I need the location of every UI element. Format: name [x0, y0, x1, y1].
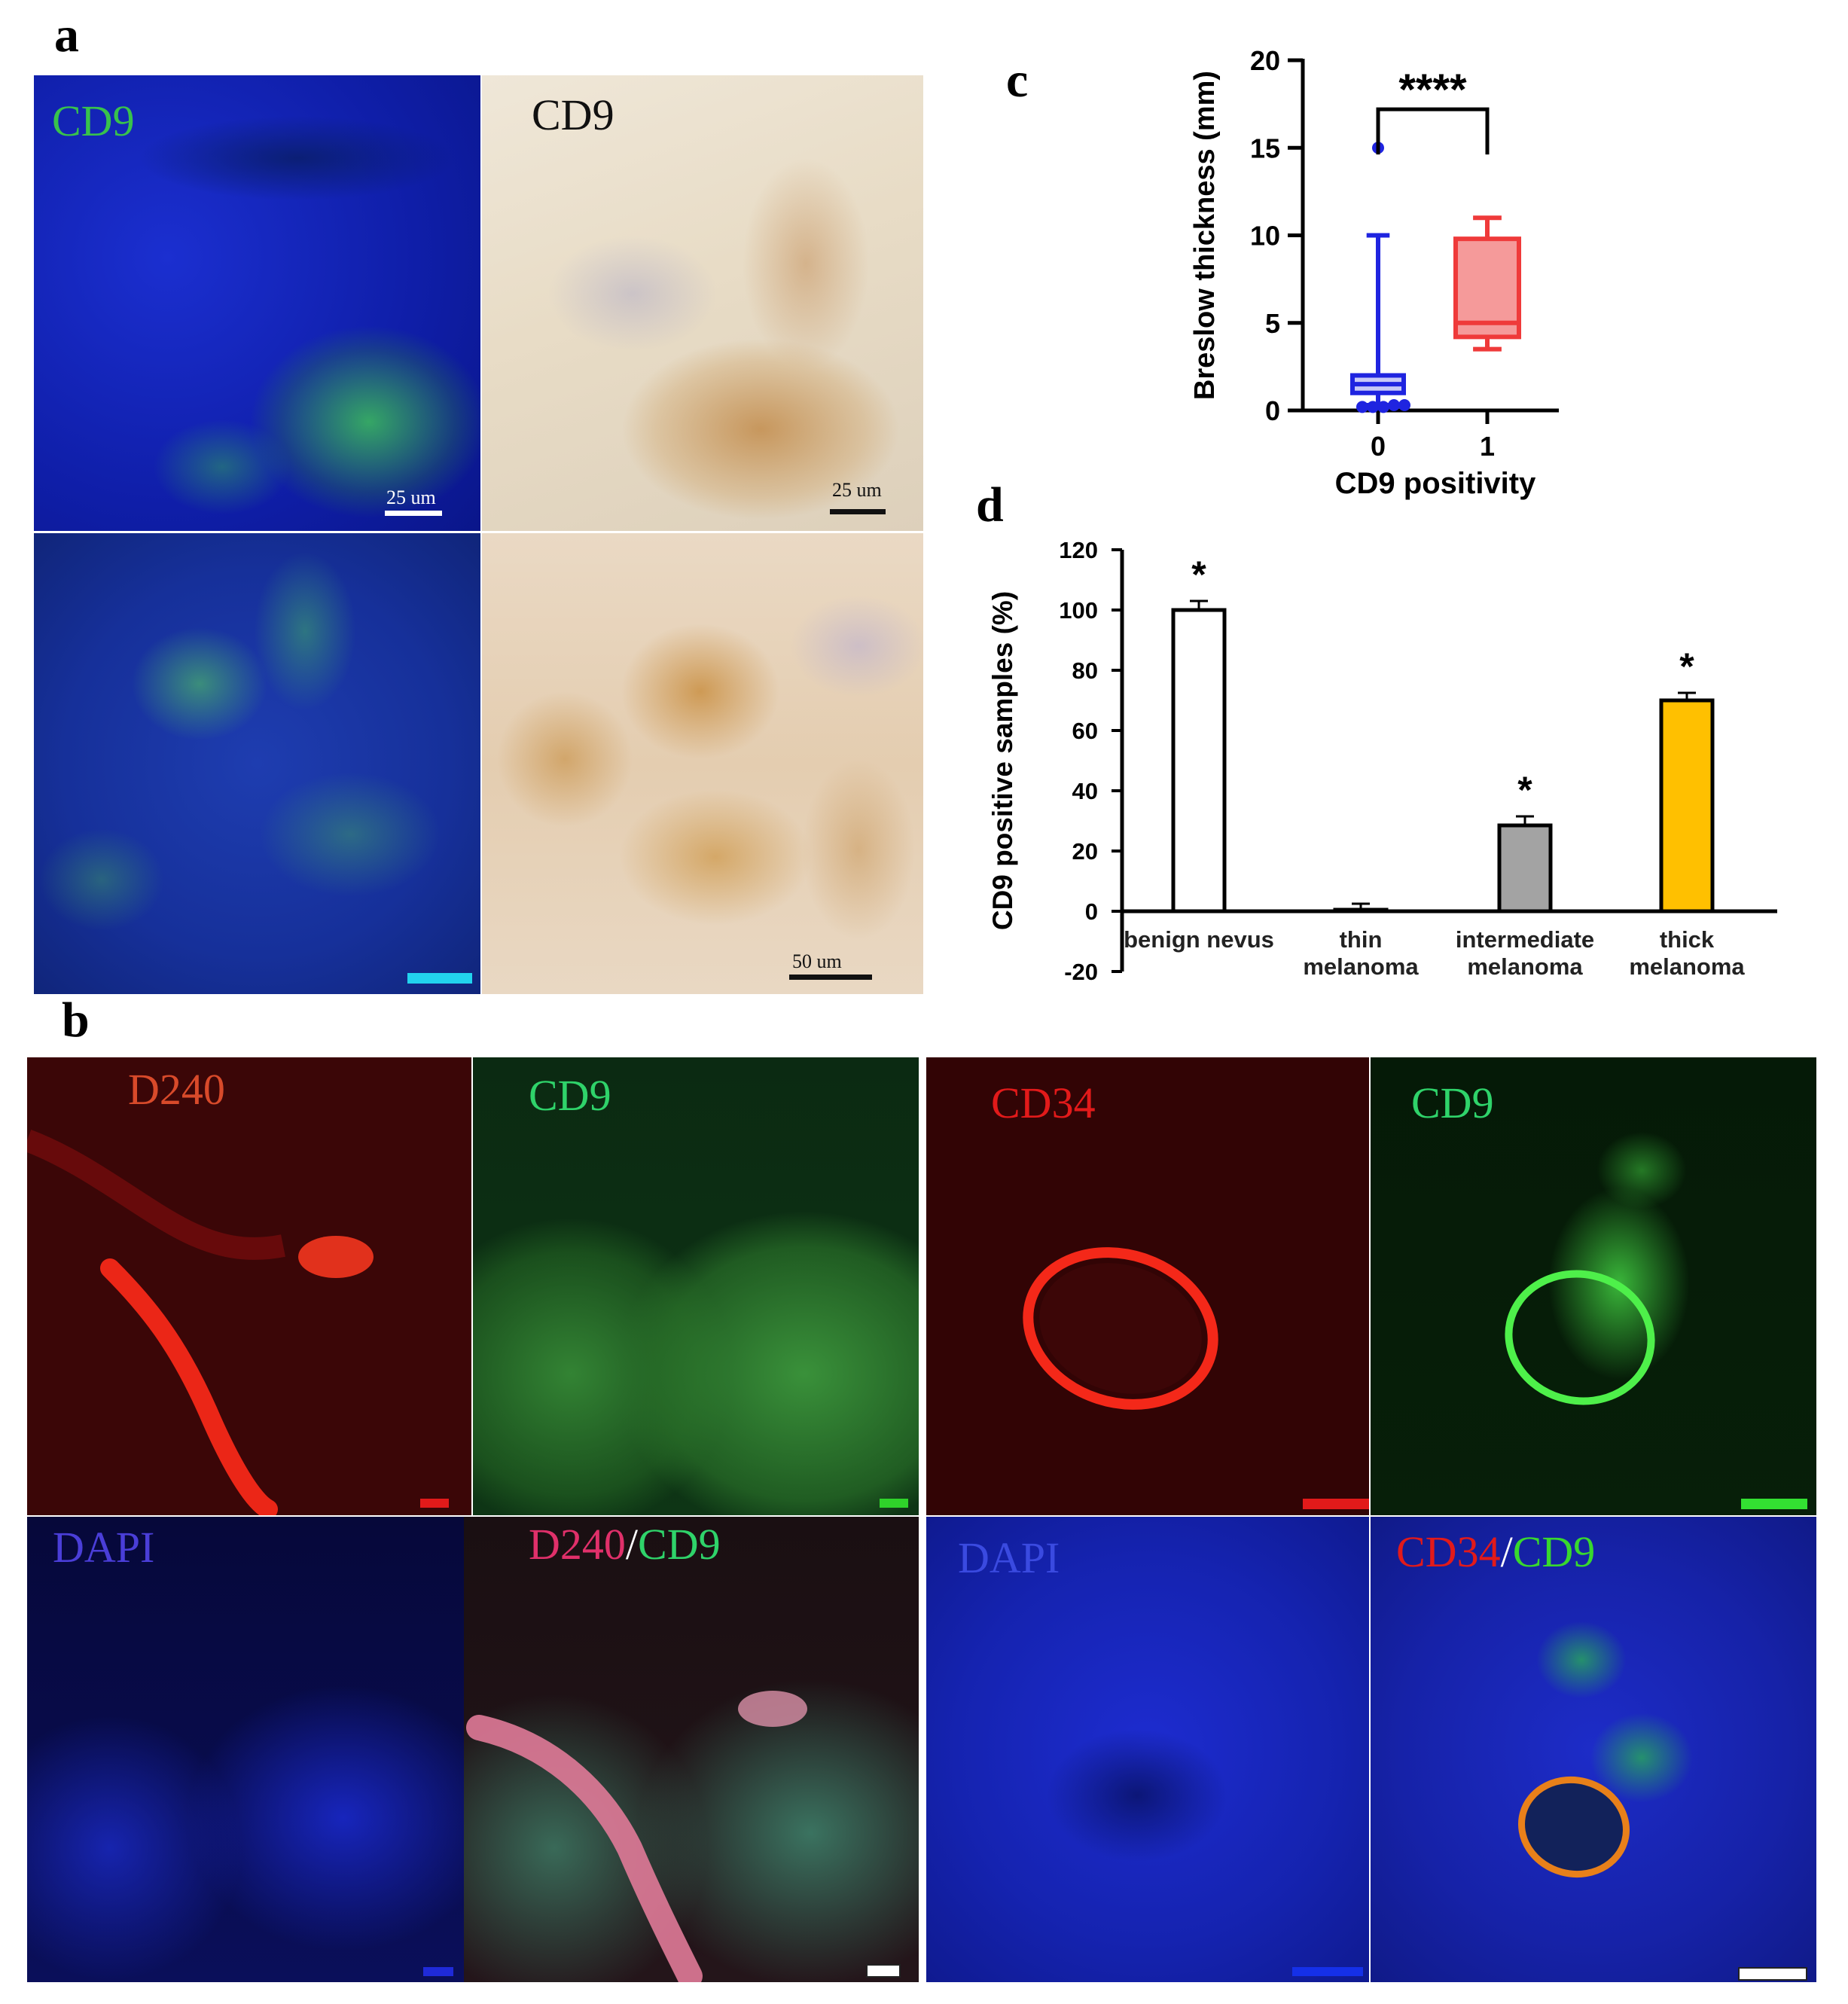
- micrograph-cd9-green-right: CD9: [1371, 1057, 1816, 1515]
- scale-bar: [789, 975, 872, 980]
- scale-bar: [423, 1967, 453, 1976]
- y-tick-label: 0: [1265, 395, 1280, 426]
- micrograph-if-cd9-low-mag: CD9 25 um: [34, 75, 480, 531]
- micrograph-cd9-green: CD9: [473, 1057, 919, 1515]
- tile-label: CD9: [52, 96, 135, 145]
- y-axis-title: Breslow thickness (mm): [1189, 71, 1221, 400]
- micrograph-d240-cd9-merge: D240/CD9: [464, 1517, 919, 1982]
- y-tick-label: 40: [1072, 778, 1098, 804]
- box-iqr: [1453, 236, 1521, 340]
- chart-c-box-plot: 0 5 10 15 20 0 1 CD9 positivity Breslow thicknes…: [1189, 45, 1559, 500]
- bar-3: *: [1659, 645, 1715, 914]
- y-tick-label: 100: [1059, 597, 1098, 624]
- box-0: [1350, 142, 1410, 413]
- scale-bar: [880, 1499, 908, 1508]
- micrograph-dapi-right: DAPI: [926, 1517, 1369, 1982]
- y-axis-title: CD9 positive samples (%): [987, 591, 1018, 930]
- merge-label-separator: /: [1500, 1527, 1513, 1576]
- y-tick-label: 0: [1085, 898, 1098, 925]
- y-tick-label: 10: [1250, 221, 1280, 252]
- tile-label: DAPI: [53, 1523, 155, 1572]
- x-tick-label: 0: [1371, 431, 1386, 462]
- bar-2: *: [1497, 769, 1553, 914]
- merge-label: CD34/CD9: [1396, 1530, 1595, 1574]
- tile-label: D240: [128, 1065, 225, 1114]
- x-tick-label: thin: [1340, 926, 1383, 953]
- y-tick-label: 5: [1265, 308, 1280, 339]
- y-tick-label: -20: [1064, 959, 1098, 985]
- outlier-point: [1377, 401, 1389, 413]
- bar: [1497, 823, 1553, 914]
- x-tick-label: 1: [1480, 431, 1495, 462]
- x-tick-label: intermediate: [1456, 926, 1594, 953]
- outlier-point: [1398, 399, 1410, 412]
- box-1: [1453, 215, 1521, 352]
- micrograph-cd34: CD34: [926, 1057, 1369, 1515]
- tile-label: DAPI: [958, 1533, 1060, 1582]
- y-tick-label: 120: [1059, 537, 1098, 563]
- scale-bar: [1292, 1967, 1363, 1976]
- scale-bar: [866, 1964, 901, 1978]
- merge-label-separator: /: [625, 1520, 639, 1569]
- scale-bar: [1303, 1499, 1369, 1509]
- panel-label-d: d: [976, 477, 1004, 532]
- scale-bar-label: 25 um: [386, 487, 436, 508]
- tile-label: CD34: [991, 1078, 1096, 1127]
- significance-label: *: [1679, 645, 1694, 688]
- merge-label-cd34: CD34: [1396, 1527, 1501, 1576]
- scale-bar: [407, 973, 472, 984]
- y-tick-label: 20: [1072, 838, 1098, 865]
- bar: [1333, 907, 1389, 914]
- scale-bar-label: 25 um: [832, 479, 882, 501]
- panel-label-c: c: [1006, 53, 1029, 108]
- x-tick-label: melanoma: [1467, 953, 1583, 980]
- y-tick-label: 15: [1250, 133, 1280, 163]
- y-tick-label: 60: [1072, 718, 1098, 744]
- tile-label: CD9: [529, 1071, 611, 1120]
- merge-label-cd9: CD9: [1512, 1527, 1596, 1576]
- bar-1: [1333, 902, 1389, 914]
- significance-label: ****: [1398, 66, 1467, 114]
- x-tick-label: thick: [1660, 926, 1715, 953]
- x-axis-title: CD9 positivity: [1335, 467, 1536, 500]
- scale-bar-label: 50 um: [792, 950, 842, 972]
- micrograph-if-cd9-high-mag: [34, 533, 480, 994]
- merge-label: D240/CD9: [529, 1523, 721, 1566]
- outlier-point: [1388, 399, 1400, 412]
- bar-0: *: [1171, 554, 1227, 914]
- scale-bar: [1741, 1499, 1807, 1509]
- scale-bar: [385, 511, 442, 516]
- y-tick-label: 20: [1250, 45, 1280, 76]
- scale-bar: [830, 509, 886, 514]
- bar: [1171, 608, 1227, 914]
- significance-bracket: [1376, 107, 1490, 155]
- y-tick-label: 80: [1072, 657, 1098, 684]
- tile-label: CD9: [532, 90, 614, 139]
- micrograph-cd34-cd9-merge: CD34/CD9: [1371, 1517, 1816, 1982]
- merge-label-cd9: CD9: [638, 1520, 721, 1569]
- bar: [1659, 698, 1715, 914]
- chart-d-bar-chart: -20 0 20 40 60 80 100 120 CD9 positive samples (…: [987, 537, 1777, 985]
- x-tick-label: melanoma: [1303, 953, 1419, 980]
- panel-label-b: b: [62, 993, 90, 1048]
- merge-label-d240: D240: [529, 1520, 626, 1569]
- panel-b-divider: [920, 1057, 925, 1982]
- micrograph-d240: D240: [27, 1057, 471, 1515]
- scale-bar: [420, 1499, 449, 1508]
- x-tick-label: benign nevus: [1124, 926, 1274, 953]
- micrograph-dapi: DAPI: [27, 1517, 471, 1982]
- outlier-point: [1367, 401, 1379, 413]
- significance-label: *: [1191, 554, 1206, 596]
- micrograph-ihc-cd9-low-mag: CD9 25 um: [482, 75, 923, 531]
- x-tick-label: melanoma: [1629, 953, 1745, 980]
- tile-label: CD9: [1411, 1078, 1494, 1127]
- outlier-point: [1356, 401, 1368, 413]
- panel-label-a: a: [54, 8, 79, 63]
- micrograph-ihc-cd9-high-mag: 50 um: [482, 533, 923, 994]
- scale-bar: [1738, 1967, 1807, 1981]
- significance-label: *: [1517, 769, 1532, 811]
